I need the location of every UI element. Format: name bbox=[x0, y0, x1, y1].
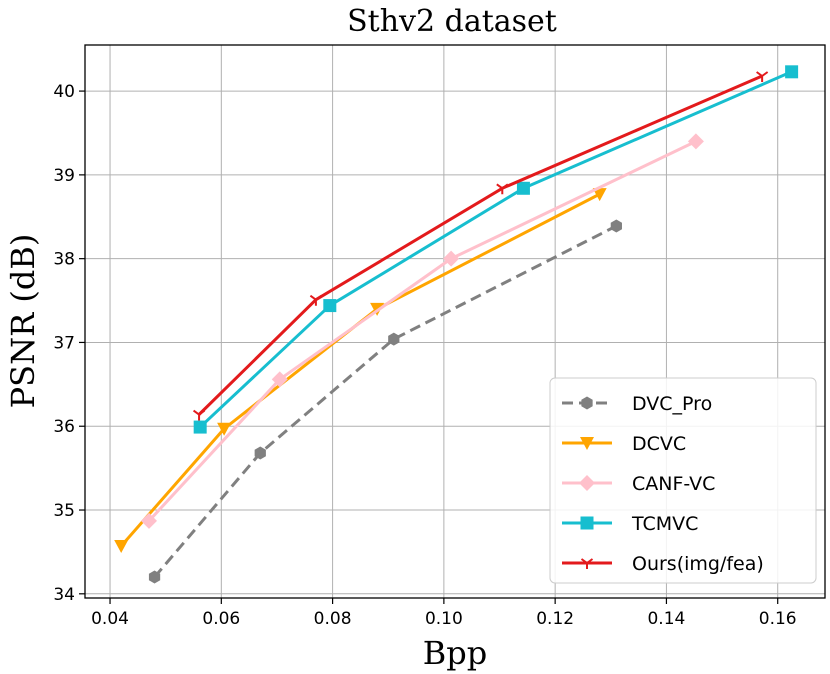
data-point bbox=[443, 250, 460, 267]
legend: DVC_Pro DCVC CANF-VC TCMVC Ours(img/fea) bbox=[549, 377, 817, 584]
x-tick-label: 0.08 bbox=[314, 609, 352, 629]
series-CANF-VC bbox=[140, 133, 704, 529]
legend-marker bbox=[580, 437, 594, 450]
data-point bbox=[148, 570, 161, 584]
data-point bbox=[687, 133, 704, 150]
legend-label: DCVC bbox=[632, 433, 686, 455]
series-line bbox=[147, 140, 697, 522]
legend-marker bbox=[579, 475, 595, 491]
series-line bbox=[153, 224, 618, 579]
x-tick-label: 0.14 bbox=[647, 609, 685, 629]
data-point bbox=[496, 183, 509, 195]
legend-marker bbox=[581, 396, 593, 410]
y-tick-label: 36 bbox=[53, 417, 75, 437]
x-tick-label: 0.10 bbox=[425, 609, 463, 629]
data-point bbox=[388, 332, 400, 346]
y-tick-label: 35 bbox=[53, 501, 75, 521]
data-point bbox=[610, 219, 622, 233]
series-DCVC bbox=[114, 188, 607, 554]
legend-entry: DVC_Pro bbox=[562, 393, 712, 415]
data-point bbox=[756, 71, 769, 83]
data-point bbox=[592, 188, 607, 202]
y-tick-label: 34 bbox=[53, 585, 75, 605]
data-point bbox=[323, 299, 337, 313]
y-tick-label: 40 bbox=[53, 82, 75, 102]
x-axis-label: Bpp bbox=[423, 634, 487, 672]
data-point bbox=[114, 540, 129, 554]
series-Ours(img/fea) bbox=[192, 71, 769, 421]
data-point bbox=[309, 294, 322, 306]
y-axis-label: PSNR (dB) bbox=[4, 234, 42, 409]
y-ticks: 34 35 36 37 38 39 40 bbox=[53, 82, 85, 605]
data-point bbox=[192, 409, 206, 421]
data-point bbox=[193, 420, 207, 434]
plot-frame bbox=[84, 44, 826, 599]
x-tick-label: 0.16 bbox=[759, 609, 797, 629]
data-point bbox=[785, 65, 799, 79]
data-point bbox=[271, 371, 288, 388]
legend-box bbox=[549, 377, 817, 584]
legend-entry: Ours(img/fea) bbox=[562, 553, 764, 575]
series-line bbox=[199, 70, 793, 429]
legend-label: DVC_Pro bbox=[632, 393, 712, 415]
legend-entry: CANF-VC bbox=[562, 473, 715, 495]
legend-label: TCMVC bbox=[631, 513, 698, 535]
y-tick-label: 38 bbox=[53, 250, 75, 270]
grid bbox=[85, 45, 825, 598]
legend-marker bbox=[580, 516, 594, 530]
legend-label: CANF-VC bbox=[632, 473, 715, 495]
data-point bbox=[516, 181, 530, 195]
legend-marker bbox=[580, 558, 594, 569]
legend-entry: DCVC bbox=[562, 433, 686, 455]
x-tick-label: 0.06 bbox=[202, 609, 240, 629]
series-layer bbox=[114, 65, 799, 584]
x-ticks: 0.04 0.06 0.08 0.10 0.12 0.14 0.16 bbox=[91, 598, 797, 629]
x-tick-label: 0.04 bbox=[91, 609, 129, 629]
legend-entry: TCMVC bbox=[562, 513, 698, 535]
data-point bbox=[217, 422, 232, 436]
y-tick-label: 37 bbox=[53, 333, 75, 353]
series-line bbox=[198, 74, 763, 416]
series-DVC_Pro bbox=[148, 219, 622, 584]
series-TCMVC bbox=[193, 65, 799, 434]
chart-title: Sthv2 dataset bbox=[347, 4, 557, 39]
data-point bbox=[254, 446, 266, 460]
data-point bbox=[140, 512, 157, 529]
legend-label: Ours(img/fea) bbox=[632, 553, 764, 575]
y-tick-label: 39 bbox=[53, 166, 75, 186]
x-tick-label: 0.12 bbox=[536, 609, 574, 629]
series-line bbox=[120, 192, 601, 548]
